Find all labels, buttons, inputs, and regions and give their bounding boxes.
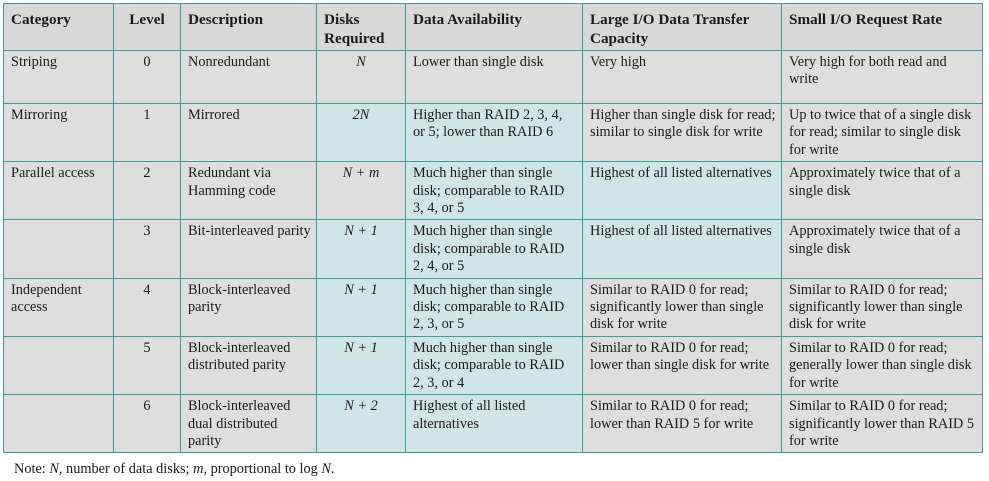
cell-description: Block-interleaved dual distributed parit… <box>180 394 317 454</box>
cell-level: 1 <box>113 102 181 163</box>
table-row: Mirroring 1 Mirrored 2N Higher than RAID… <box>3 102 983 163</box>
cell-level: 3 <box>113 219 181 279</box>
cell-small-io: Similar to RAID 0 for read; significantl… <box>781 394 983 454</box>
header-disks-required: Disks Required <box>316 3 406 51</box>
header-data-availability: Data Availability <box>405 3 583 51</box>
cell-level: 0 <box>113 50 181 104</box>
cell-category: Mirroring <box>3 102 114 163</box>
cell-category <box>3 335 114 396</box>
note-suffix: . <box>330 461 335 477</box>
cell-small-io: Very high for both read and write <box>781 50 983 104</box>
table-row: Independent access 4 Block-interleaved p… <box>3 277 983 337</box>
cell-level: 4 <box>113 277 181 337</box>
cell-category: Parallel access <box>3 161 114 221</box>
cell-disks: N + 1 <box>316 277 406 337</box>
cell-disks: N + 2 <box>316 394 406 454</box>
raid-levels-table: Category Level Description Disks Require… <box>3 3 983 454</box>
table-row: Striping 0 Nonredundant N Lower than sin… <box>3 50 983 104</box>
cell-availability: Lower than single disk <box>405 50 583 104</box>
cell-small-io: Similar to RAID 0 for read; generally lo… <box>781 335 983 396</box>
cell-description: Nonredundant <box>180 50 317 104</box>
header-small-io: Small I/O Request Rate <box>781 3 983 51</box>
cell-small-io: Approximately twice that of a single dis… <box>781 161 983 221</box>
cell-category: Striping <box>3 50 114 104</box>
cell-small-io: Up to twice that of a single disk for re… <box>781 102 983 163</box>
table-row: 5 Block-interleaved distributed parity N… <box>3 335 983 396</box>
cell-availability: Highest of all listed alternatives <box>405 394 583 454</box>
cell-disks: 2N <box>316 102 406 163</box>
cell-large-io: Very high <box>582 50 782 104</box>
note-n-symbol: N <box>49 461 59 477</box>
table-row: 3 Bit-interleaved parity N + 1 Much high… <box>3 219 983 279</box>
note-m-text: , proportional to log <box>203 461 322 477</box>
note-n-text: , number of data disks; <box>58 461 194 477</box>
cell-large-io: Higher than single disk for read; simila… <box>582 102 782 163</box>
cell-small-io: Similar to RAID 0 for read; significantl… <box>781 277 983 337</box>
table-footnote: Note: N, number of data disks; m, propor… <box>14 461 335 478</box>
cell-category <box>3 219 114 279</box>
cell-large-io: Similar to RAID 0 for read; lower than R… <box>582 394 782 454</box>
cell-large-io: Highest of all listed alternatives <box>582 219 782 279</box>
note-log-symbol: N <box>321 461 331 477</box>
cell-description: Mirrored <box>180 102 317 163</box>
cell-small-io: Approximately twice that of a single dis… <box>781 219 983 279</box>
header-level: Level <box>113 3 181 51</box>
cell-availability: Much higher than single disk; comparable… <box>405 219 583 279</box>
header-category: Category <box>3 3 114 51</box>
cell-level: 5 <box>113 335 181 396</box>
cell-large-io: Highest of all listed alternatives <box>582 161 782 221</box>
header-description: Description <box>180 3 317 51</box>
cell-level: 6 <box>113 394 181 454</box>
cell-availability: Much higher than single disk; comparable… <box>405 161 583 221</box>
cell-description: Block-interleaved parity <box>180 277 317 337</box>
header-large-io: Large I/O Data Transfer Capacity <box>582 3 782 51</box>
header-row: Category Level Description Disks Require… <box>3 3 983 51</box>
cell-description: Bit-interleaved parity <box>180 219 317 279</box>
cell-disks: N <box>316 50 406 104</box>
note-prefix: Note: <box>14 461 50 477</box>
cell-level: 2 <box>113 161 181 221</box>
cell-description: Block-interleaved distributed parity <box>180 335 317 396</box>
cell-disks: N + 1 <box>316 335 406 396</box>
cell-description: Redundant via Hamming code <box>180 161 317 221</box>
cell-availability: Much higher than single disk; comparable… <box>405 277 583 337</box>
cell-availability: Much higher than single disk; comparable… <box>405 335 583 396</box>
cell-category: Independent access <box>3 277 114 337</box>
cell-category <box>3 394 114 454</box>
cell-availability: Higher than RAID 2, 3, 4, or 5; lower th… <box>405 102 583 163</box>
cell-disks: N + 1 <box>316 219 406 279</box>
cell-large-io: Similar to RAID 0 for read; lower than s… <box>582 335 782 396</box>
note-m-symbol: m <box>193 461 204 477</box>
cell-disks: N + m <box>316 161 406 221</box>
table-row: Parallel access 2 Redundant via Hamming … <box>3 161 983 221</box>
table-row: 6 Block-interleaved dual distributed par… <box>3 394 983 454</box>
cell-large-io: Similar to RAID 0 for read; significantl… <box>582 277 782 337</box>
